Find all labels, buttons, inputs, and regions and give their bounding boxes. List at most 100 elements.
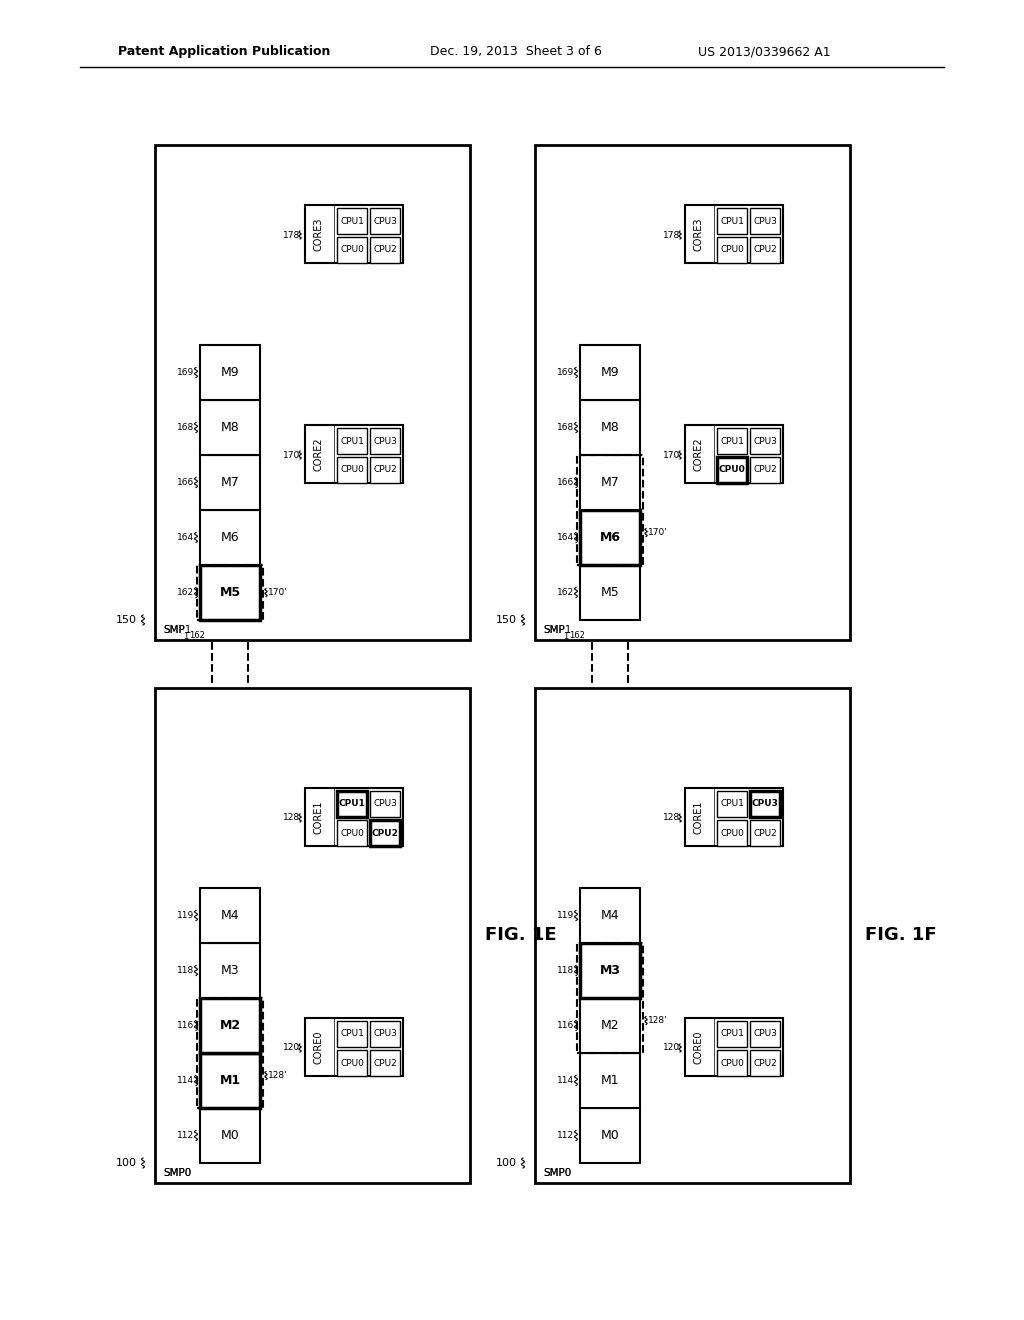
Text: CORE3: CORE3	[694, 218, 705, 251]
Text: CORE3: CORE3	[314, 218, 324, 251]
Text: CPU3: CPU3	[373, 437, 397, 446]
Bar	[577, 942, 643, 1053]
Text: CPU2: CPU2	[373, 466, 397, 474]
Bar	[717, 1049, 746, 1076]
Text: 166: 166	[557, 478, 574, 487]
Bar	[200, 510, 260, 565]
Bar	[717, 428, 746, 454]
Bar	[750, 209, 780, 234]
Bar	[750, 238, 780, 263]
Text: SMP0: SMP0	[543, 1168, 571, 1177]
Bar	[370, 457, 400, 483]
Text: 100: 100	[116, 1158, 137, 1168]
Bar	[750, 428, 780, 454]
Text: CPU3: CPU3	[753, 216, 777, 226]
Text: CPU0: CPU0	[720, 246, 744, 255]
Bar	[200, 888, 260, 942]
Text: FIG. 1E: FIG. 1E	[485, 927, 557, 945]
Bar	[305, 425, 403, 483]
Text: 162: 162	[189, 631, 205, 639]
Text: CPU0: CPU0	[340, 246, 364, 255]
Text: 120: 120	[283, 1044, 300, 1052]
Bar	[580, 998, 640, 1053]
Text: M8: M8	[220, 421, 240, 434]
Text: CORE2: CORE2	[314, 437, 324, 471]
Bar	[750, 820, 780, 846]
Bar	[370, 428, 400, 454]
Bar	[717, 209, 746, 234]
Text: CPU0: CPU0	[720, 1059, 744, 1068]
Text: SMP0: SMP0	[163, 1168, 191, 1177]
Text: CPU1: CPU1	[339, 800, 366, 808]
Text: 114: 114	[557, 1076, 574, 1085]
Text: 170: 170	[283, 450, 300, 459]
Text: CPU2: CPU2	[753, 466, 777, 474]
Text: 162: 162	[569, 631, 585, 639]
Bar	[337, 238, 367, 263]
Text: 128': 128'	[648, 1016, 668, 1026]
Text: 128: 128	[283, 813, 300, 822]
Text: 128': 128'	[268, 1071, 288, 1080]
Text: CPU2: CPU2	[753, 246, 777, 255]
Text: CPU3: CPU3	[373, 800, 397, 808]
Bar	[370, 238, 400, 263]
Text: CPU0: CPU0	[719, 466, 745, 474]
Text: 1: 1	[183, 632, 188, 642]
Text: CPU1: CPU1	[720, 1030, 744, 1039]
Text: M0: M0	[601, 1129, 620, 1142]
Text: SMP0: SMP0	[163, 1168, 191, 1177]
Text: CPU0: CPU0	[340, 829, 364, 837]
Text: 118: 118	[557, 966, 574, 975]
Bar	[717, 820, 746, 846]
Bar	[155, 145, 470, 640]
Text: CPU0: CPU0	[720, 829, 744, 837]
Bar	[197, 998, 263, 1107]
Bar	[580, 345, 640, 400]
Text: M7: M7	[220, 477, 240, 488]
Bar	[750, 791, 780, 817]
Text: M9: M9	[601, 366, 620, 379]
Text: 114: 114	[177, 1076, 194, 1085]
Text: M4: M4	[601, 909, 620, 921]
Text: 119: 119	[177, 911, 194, 920]
Text: SMP: SMP	[543, 624, 565, 635]
Text: 164: 164	[177, 533, 194, 543]
Text: M2: M2	[601, 1019, 620, 1032]
Text: CPU1: CPU1	[340, 437, 364, 446]
Text: Dec. 19, 2013  Sheet 3 of 6: Dec. 19, 2013 Sheet 3 of 6	[430, 45, 602, 58]
Bar	[200, 345, 260, 400]
Bar	[370, 791, 400, 817]
Text: CPU3: CPU3	[753, 1030, 777, 1039]
Text: 168: 168	[177, 422, 194, 432]
Bar	[750, 457, 780, 483]
Bar	[577, 455, 643, 565]
Text: CPU1: CPU1	[340, 1030, 364, 1039]
Text: CORE0: CORE0	[314, 1030, 324, 1064]
Text: CPU0: CPU0	[340, 466, 364, 474]
Bar	[200, 1107, 260, 1163]
Text: 100: 100	[496, 1158, 517, 1168]
Bar	[370, 820, 400, 846]
Bar	[370, 1020, 400, 1047]
Bar	[197, 565, 263, 620]
Text: 150: 150	[496, 615, 517, 624]
Text: 178: 178	[663, 231, 680, 239]
Text: M3: M3	[221, 964, 240, 977]
Text: M1: M1	[601, 1074, 620, 1086]
Bar	[717, 238, 746, 263]
Text: 178: 178	[283, 231, 300, 239]
Text: 170': 170'	[648, 528, 668, 537]
Bar	[685, 425, 783, 483]
Bar	[305, 788, 403, 846]
Text: 162: 162	[177, 587, 194, 597]
Bar	[750, 1049, 780, 1076]
Bar	[337, 791, 367, 817]
Bar	[200, 400, 260, 455]
Text: 119: 119	[557, 911, 574, 920]
Text: CPU2: CPU2	[753, 829, 777, 837]
Bar	[535, 688, 850, 1183]
Text: M6: M6	[599, 531, 621, 544]
Text: CPU2: CPU2	[372, 829, 398, 837]
Text: 1: 1	[563, 632, 568, 642]
Bar	[750, 1020, 780, 1047]
